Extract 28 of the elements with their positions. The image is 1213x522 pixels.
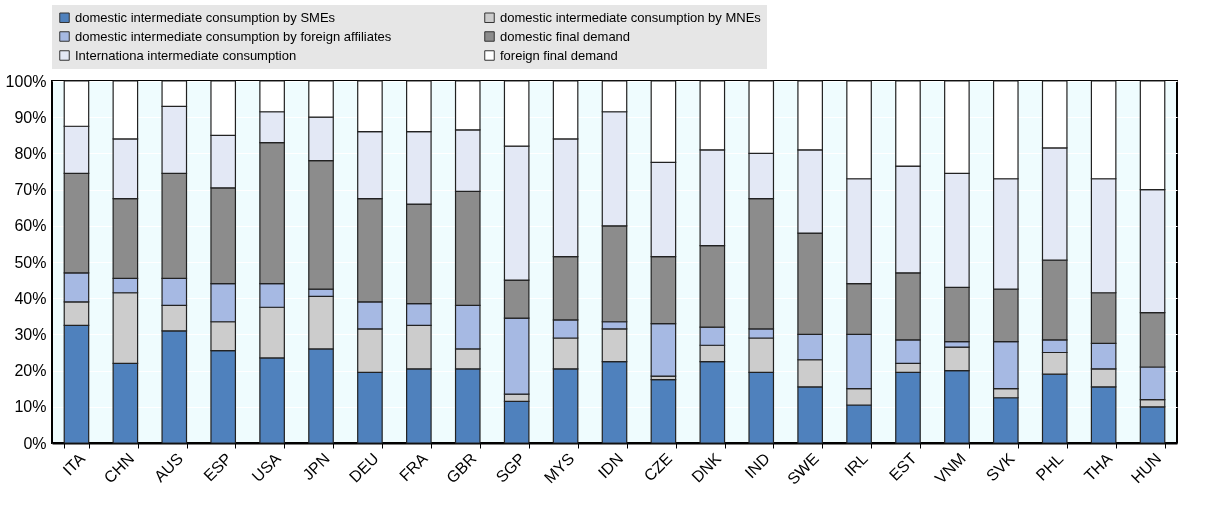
legend-label: foreign final demand <box>500 47 618 63</box>
legend-label: domestic intermediate consumption by MNEs <box>500 9 762 25</box>
x-tick-label: PHL <box>1032 449 1067 484</box>
y-tick-label: 20% <box>14 362 47 380</box>
x-tick-label: JPN <box>299 449 333 484</box>
x-tick-label: IDN <box>594 449 627 482</box>
y-tick-label: 40% <box>14 289 47 307</box>
x-tick-label: CZE <box>640 449 676 485</box>
y-tick-label: 100% <box>5 72 47 90</box>
y-tick-label: 0% <box>23 434 47 452</box>
x-tick-label: IRL <box>841 449 871 480</box>
y-tick-label: 70% <box>14 181 47 199</box>
y-tick-label: 90% <box>14 108 47 126</box>
y-tick-label: 60% <box>14 217 47 235</box>
x-tick-label: IND <box>741 449 774 482</box>
legend-label: domestic final demand <box>500 28 631 44</box>
y-tick-label: 80% <box>14 144 47 162</box>
y-tick-label: 50% <box>14 253 47 271</box>
x-tick-label: USA <box>248 449 285 486</box>
legend-label: domestic intermediate consumption by foreign affiliates <box>75 28 392 44</box>
bar <box>650 379 677 444</box>
x-tick-label: ITA <box>59 449 89 479</box>
x-tick-label: FRA <box>396 449 431 485</box>
legend-label: domestic intermediate consumption by SMEs <box>75 9 336 25</box>
y-tick-label: 30% <box>14 325 47 343</box>
x-tick-label: THA <box>1080 449 1116 485</box>
y-tick-label: 10% <box>14 398 47 416</box>
legend-label: Internationa intermediate consumption <box>75 47 297 63</box>
